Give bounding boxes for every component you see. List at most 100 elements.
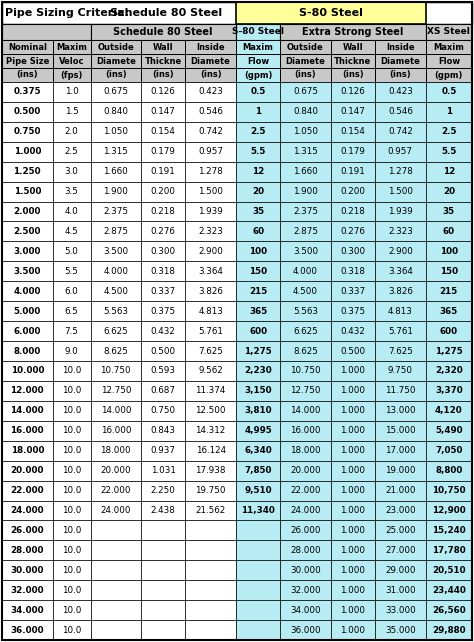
Text: 1.000: 1.000 [14,147,41,156]
Bar [141,241,185,261]
Bar [236,381,280,401]
Text: 0.937: 0.937 [151,446,176,455]
Bar [185,182,236,202]
Text: 24.000: 24.000 [100,506,131,515]
Text: 4.500: 4.500 [293,287,318,296]
Bar [141,361,185,381]
Bar [91,281,141,301]
Text: 0.432: 0.432 [151,327,176,336]
Bar [91,40,141,54]
Bar [91,600,141,620]
Text: 2.323: 2.323 [388,227,413,236]
Bar [375,361,426,381]
Bar [280,162,331,182]
Bar [426,341,472,361]
Text: 0.675: 0.675 [293,87,318,96]
Bar [2,580,53,600]
Text: (ins): (ins) [153,71,174,80]
Bar [375,580,426,600]
Text: 24.000: 24.000 [290,506,321,515]
Text: Flow: Flow [247,56,269,65]
Bar [53,481,91,501]
Text: 10.0: 10.0 [62,367,81,376]
Bar [331,122,375,142]
Text: Maxim: Maxim [243,42,273,51]
Bar [280,501,331,521]
Text: Wall: Wall [343,42,363,51]
Bar [91,202,141,221]
Text: 2.875: 2.875 [103,227,128,236]
Text: 20,510: 20,510 [432,566,465,575]
Bar [236,401,280,421]
Bar [141,381,185,401]
Bar [91,241,141,261]
Text: 10.750: 10.750 [290,367,321,376]
Text: 15,240: 15,240 [432,526,465,535]
Bar [331,261,375,281]
Text: 9,510: 9,510 [244,486,272,495]
Bar [2,142,53,162]
Text: 5.761: 5.761 [388,327,413,336]
Bar [236,620,280,640]
Text: 32.000: 32.000 [10,586,44,594]
Bar [53,321,91,341]
Text: 36.000: 36.000 [290,625,321,634]
Text: 0.276: 0.276 [151,227,176,236]
Text: 2.900: 2.900 [198,247,223,256]
Bar [280,560,331,580]
Text: 0.154: 0.154 [340,127,365,136]
Bar [236,241,280,261]
Text: 1.000: 1.000 [340,386,365,395]
Text: 4.813: 4.813 [388,307,413,316]
Bar [141,501,185,521]
Text: Flow: Flow [438,56,460,65]
Bar [280,440,331,461]
Bar [236,54,280,68]
Text: 0.957: 0.957 [388,147,413,156]
Bar [141,440,185,461]
Text: 2.375: 2.375 [103,207,128,216]
Bar [280,361,331,381]
Text: 5.0: 5.0 [64,247,79,256]
Bar [375,321,426,341]
Bar [185,68,236,82]
Text: 8.625: 8.625 [293,347,318,356]
Text: 16.000: 16.000 [100,426,131,435]
Bar [331,361,375,381]
Bar [141,620,185,640]
Bar [91,162,141,182]
Bar [426,68,472,82]
Bar [426,182,472,202]
Bar [2,261,53,281]
Text: 2.375: 2.375 [293,207,318,216]
Bar [426,241,472,261]
Text: 33.000: 33.000 [385,605,416,614]
Bar [53,261,91,281]
Text: 1.000: 1.000 [340,466,365,475]
Text: 1.000: 1.000 [340,367,365,376]
Text: 1.000: 1.000 [340,546,365,555]
Text: 1.000: 1.000 [340,605,365,614]
Bar [141,600,185,620]
Text: 18.000: 18.000 [290,446,321,455]
Bar [185,321,236,341]
Bar [331,620,375,640]
Bar [185,281,236,301]
Bar [53,600,91,620]
Bar [2,40,53,54]
Text: 16.000: 16.000 [10,426,44,435]
Text: 0.840: 0.840 [103,107,128,116]
Bar [280,461,331,481]
Bar [53,68,91,82]
Bar [2,321,53,341]
Bar [375,54,426,68]
Bar [280,421,331,440]
Text: 0.375: 0.375 [340,307,365,316]
Text: 10.0: 10.0 [62,605,81,614]
Bar [236,600,280,620]
Text: 35: 35 [252,207,264,216]
Text: 5.5: 5.5 [64,267,79,276]
Bar [53,560,91,580]
Text: 19.000: 19.000 [385,466,416,475]
Bar [91,221,141,241]
